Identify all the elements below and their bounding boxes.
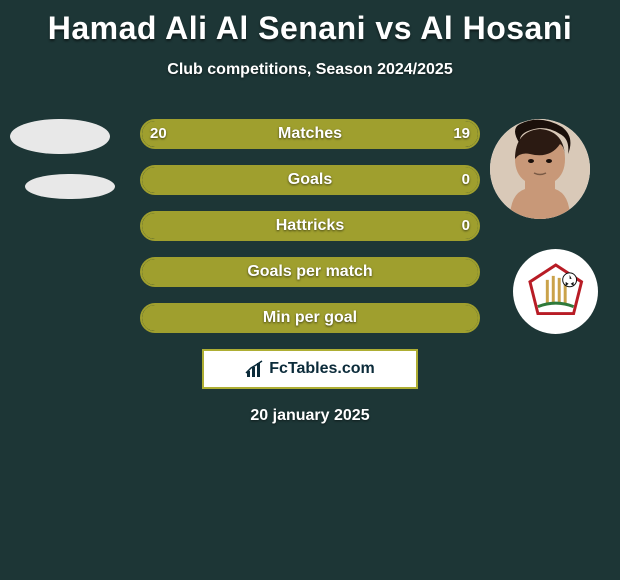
generated-date: 20 january 2025 [0,407,620,425]
brand-text: FcTables.com [269,360,375,378]
subtitle: Club competitions, Season 2024/2025 [0,61,620,79]
bar-track [140,257,480,287]
bar-chart-icon [245,359,265,379]
bar-track [140,165,480,195]
stat-value-right: 0 [462,211,470,241]
bar-fill-left [142,167,478,193]
bar-track [140,303,480,333]
comparison-chart: Matches2019Goals0Hattricks0Goals per mat… [0,119,620,333]
bar-fill-left [142,305,478,331]
bar-track [140,119,480,149]
bar-fill-left [142,259,478,285]
player-left-placeholder-1 [10,119,110,154]
bar-fill-left [142,213,478,239]
stat-value-right: 19 [453,119,470,149]
brand-footer[interactable]: FcTables.com [202,349,418,389]
club-badge-icon [526,262,586,322]
stat-value-left: 20 [150,119,167,149]
bar-track [140,211,480,241]
club-right-logo [513,249,598,334]
player-left-placeholder-2 [25,174,115,199]
person-icon [490,119,590,219]
player-right-avatar [490,119,590,219]
page-title: Hamad Ali Al Senani vs Al Hosani [0,0,620,47]
stat-value-right: 0 [462,165,470,195]
bar-fill-left [142,121,313,147]
